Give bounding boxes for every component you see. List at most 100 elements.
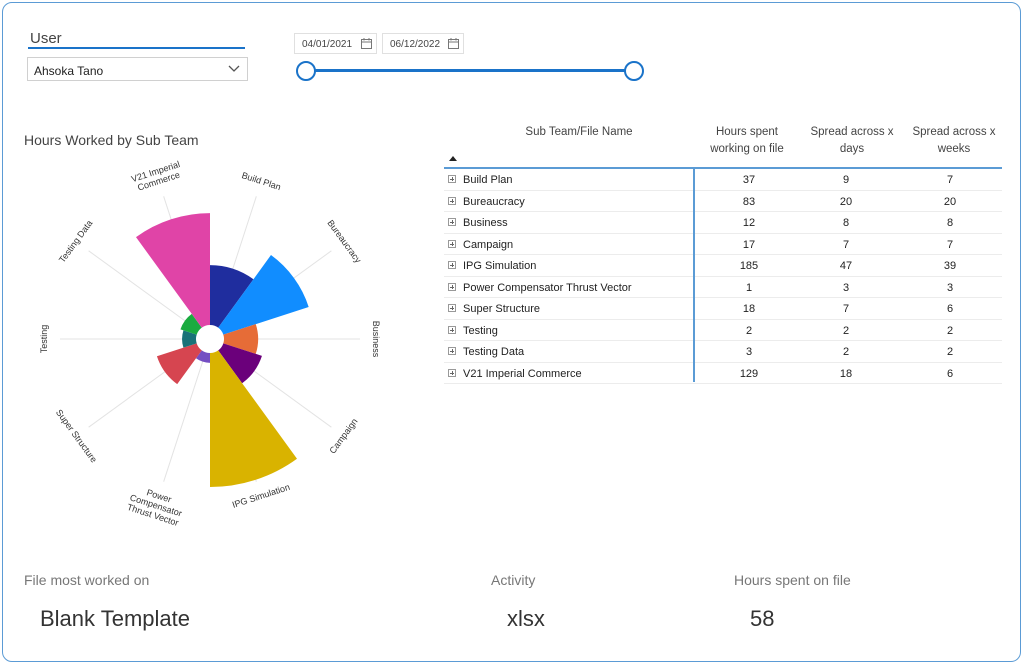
row-weeks: 7 bbox=[946, 238, 954, 251]
row-hours: 83 bbox=[742, 195, 756, 208]
row-name: IPG Simulation bbox=[463, 260, 537, 272]
header-hours[interactable]: Hours spent working on file bbox=[710, 126, 784, 155]
chevron-down-icon bbox=[228, 65, 240, 72]
table-row[interactable]: V21 Imperial Commerce 129 18 6 bbox=[444, 363, 1002, 384]
petal-label: IPG Simulation bbox=[231, 482, 291, 510]
rose-chart: Build Plan Bureaucracy Business Campaign IPG… bbox=[39, 159, 381, 528]
date-range-start-handle[interactable] bbox=[296, 61, 316, 81]
expand-plus-icon[interactable] bbox=[448, 239, 456, 248]
petal-super-structure[interactable] bbox=[156, 343, 202, 385]
row-weeks: 2 bbox=[946, 346, 954, 358]
date-range-end-handle[interactable] bbox=[624, 61, 644, 81]
calendar-icon bbox=[448, 38, 459, 49]
chart-title: Hours Worked by Sub Team bbox=[24, 132, 199, 148]
row-hours: 37 bbox=[742, 174, 756, 186]
petal-label: Build Plan bbox=[240, 170, 282, 192]
expand-plus-icon[interactable] bbox=[448, 175, 456, 183]
row-weeks: 8 bbox=[946, 217, 954, 229]
row-days: 2 bbox=[842, 346, 850, 358]
expand-plus-icon[interactable] bbox=[448, 368, 456, 377]
table-row[interactable]: Testing 2 2 2 bbox=[444, 320, 1002, 341]
table-row[interactable]: Business 12 8 8 bbox=[444, 212, 1002, 234]
table-row[interactable]: Build Plan 37 9 7 bbox=[444, 169, 1002, 191]
petal-label: PowerCompensatorThrust Vector bbox=[126, 483, 187, 528]
petal-testing-data[interactable] bbox=[180, 313, 202, 335]
user-slicer-label: User bbox=[30, 30, 62, 47]
table-row[interactable]: Testing Data 3 2 2 bbox=[444, 341, 1002, 363]
petal-label: Super Structure bbox=[54, 408, 99, 465]
end-date-value: 06/12/2022 bbox=[390, 39, 441, 50]
table-row[interactable]: Power Compensator Thrust Vector 1 3 3 bbox=[444, 277, 1002, 298]
row-name: Testing bbox=[463, 324, 498, 337]
row-weeks: 6 bbox=[946, 367, 954, 380]
row-name: Bureaucracy bbox=[463, 195, 525, 208]
expand-plus-icon[interactable] bbox=[448, 304, 456, 312]
petal-label: Business bbox=[371, 321, 381, 358]
petal-testing[interactable] bbox=[182, 330, 197, 348]
user-dropdown[interactable]: Ahsoka Tano bbox=[27, 57, 248, 81]
expand-plus-icon[interactable] bbox=[448, 218, 456, 226]
row-hours: 2 bbox=[745, 324, 753, 337]
row-hours: 129 bbox=[739, 367, 759, 380]
row-hours: 3 bbox=[745, 346, 753, 358]
spoke-line bbox=[163, 352, 207, 482]
user-dropdown-value: Ahsoka Tano bbox=[34, 64, 104, 78]
row-days: 8 bbox=[842, 217, 850, 229]
petal-label: Testing Data bbox=[57, 218, 94, 264]
row-days: 20 bbox=[839, 195, 853, 208]
row-hours: 1 bbox=[745, 281, 753, 294]
row-hours: 18 bbox=[742, 303, 756, 315]
hours-card-value: 58 bbox=[750, 606, 775, 631]
calendar-icon bbox=[361, 38, 372, 49]
row-days: 7 bbox=[842, 303, 850, 315]
row-name: Testing Data bbox=[463, 346, 525, 358]
header-days[interactable]: Spread across x days bbox=[810, 126, 894, 155]
row-name: Build Plan bbox=[463, 174, 513, 186]
file-card-value: Blank Template bbox=[40, 606, 191, 631]
row-days: 18 bbox=[839, 367, 853, 380]
table-row[interactable]: Campaign 17 7 7 bbox=[444, 234, 1002, 255]
row-name: V21 Imperial Commerce bbox=[463, 367, 582, 380]
expand-plus-icon[interactable] bbox=[448, 325, 456, 334]
table-row[interactable]: Super Structure 18 7 6 bbox=[444, 298, 1002, 320]
row-name: Business bbox=[463, 217, 508, 229]
row-days: 2 bbox=[842, 324, 850, 337]
petal-label: Testing bbox=[39, 325, 49, 354]
petal-business[interactable] bbox=[223, 324, 259, 354]
petal-campaign[interactable] bbox=[218, 343, 262, 384]
row-weeks: 3 bbox=[946, 281, 954, 294]
start-date-value: 04/01/2021 bbox=[302, 39, 353, 50]
expand-plus-icon[interactable] bbox=[448, 347, 456, 355]
sort-ascending-icon[interactable] bbox=[449, 156, 457, 161]
end-date-input[interactable]: 06/12/2022 bbox=[382, 33, 464, 54]
hours-card-label: Hours spent on file bbox=[734, 572, 851, 588]
row-days: 7 bbox=[842, 238, 850, 251]
expand-plus-icon[interactable] bbox=[448, 282, 456, 291]
start-date-input[interactable]: 04/01/2021 bbox=[294, 33, 377, 54]
row-weeks: 7 bbox=[946, 174, 954, 186]
table-row[interactable]: IPG Simulation 185 47 39 bbox=[444, 255, 1002, 277]
petal-v21-imperial-commerce[interactable] bbox=[136, 213, 210, 328]
row-name: Campaign bbox=[463, 238, 514, 251]
file-card-label: File most worked on bbox=[24, 572, 150, 588]
date-range-track[interactable] bbox=[306, 69, 634, 72]
activity-card-label: Activity bbox=[491, 572, 536, 588]
petal-power-compensator-thrust-vector[interactable] bbox=[195, 350, 210, 363]
expand-plus-icon[interactable] bbox=[448, 196, 456, 205]
column-divider bbox=[693, 169, 695, 382]
expand-plus-icon[interactable] bbox=[448, 261, 456, 269]
petal-bureaucracy[interactable] bbox=[218, 255, 309, 335]
petal-ipg-simulation[interactable] bbox=[210, 350, 297, 487]
row-weeks: 6 bbox=[946, 303, 954, 315]
user-slicer-underline bbox=[28, 47, 245, 49]
header-sub-team[interactable]: Sub Team/File Name bbox=[525, 126, 633, 138]
activity-card-value: xlsx bbox=[507, 606, 545, 631]
header-weeks[interactable]: Spread across x weeks bbox=[912, 126, 996, 155]
petal-label: Bureaucracy bbox=[325, 218, 363, 265]
row-days: 9 bbox=[842, 174, 850, 186]
table-row[interactable]: Bureaucracy 83 20 20 bbox=[444, 191, 1002, 212]
spoke-line bbox=[88, 250, 199, 332]
petal-build-plan[interactable] bbox=[210, 265, 254, 328]
header-divider bbox=[444, 167, 1002, 169]
